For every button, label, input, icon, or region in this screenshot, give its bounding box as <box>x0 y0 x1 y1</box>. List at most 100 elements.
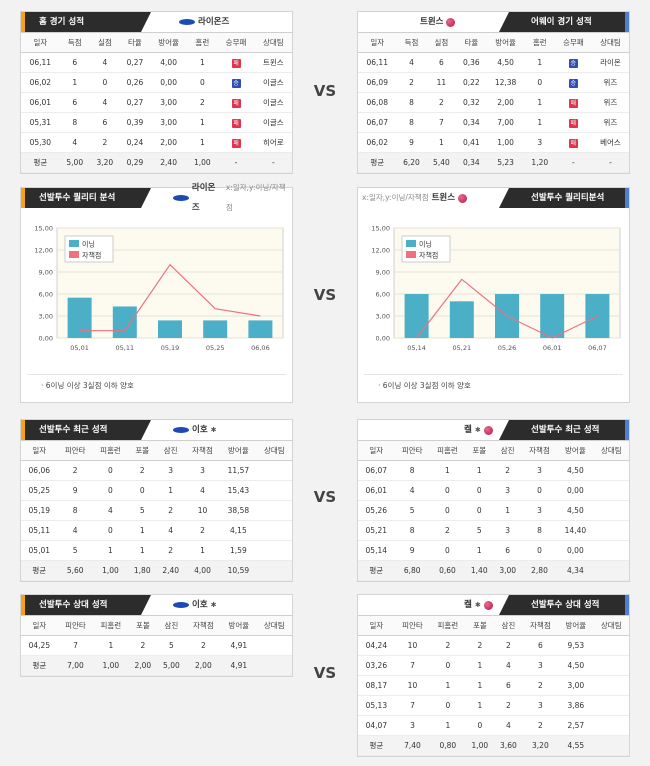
table-row: 06,07 8 7 0,34 7,00 1 패 위즈 <box>358 112 629 133</box>
table-cell <box>593 715 629 736</box>
table-cell: 3 <box>394 715 431 736</box>
average-cell: 3,20 <box>89 152 120 173</box>
pitcher-label: 이호 ✱ <box>173 420 217 440</box>
table-cell <box>593 540 629 561</box>
table-cell: 3 <box>521 460 558 481</box>
average-cell: 5,00 <box>59 152 90 173</box>
table-cell: 2 <box>494 635 523 656</box>
column-header: 피홈런 <box>92 440 129 461</box>
column-header: 타율 <box>119 32 150 53</box>
table-row: 06,11 6 4 0,27 4,00 1 패 트윈스 <box>21 52 292 73</box>
average-cell: 1,40 <box>465 560 494 581</box>
away-pitcher-vs-table: 일자 피안타 피홈런 포볼 삼진 자책점 방어율 상대팀 04,24 10 2 2 2 6 9,53 03,2… <box>358 615 629 756</box>
result-cell: 승 <box>554 72 592 93</box>
table-cell: 06,07 <box>358 460 395 481</box>
bar <box>248 320 273 338</box>
table-cell: 3,00 <box>558 675 594 696</box>
table-cell: 5 <box>465 520 494 541</box>
table-cell: 6 <box>494 675 523 696</box>
table-cell: 4 <box>89 92 120 113</box>
table-cell: 0,27 <box>119 52 150 73</box>
column-header: 일자 <box>21 32 60 53</box>
table-cell: 8 <box>396 112 427 133</box>
y-tick-label: 0,00 <box>39 335 53 343</box>
loss-badge: 패 <box>568 138 578 148</box>
table-cell: 2 <box>184 520 221 541</box>
table-cell: 0 <box>187 72 218 93</box>
team-logo-icon <box>173 602 189 608</box>
table-cell: 0,41 <box>456 132 487 153</box>
average-row: 평균 5,00 3,20 0,29 2,40 1,00- - <box>21 152 292 173</box>
column-header: 일자 <box>358 32 397 53</box>
average-cell: 5,60 <box>57 560 93 581</box>
table-cell: 8 <box>521 520 558 541</box>
table-cell: 0 <box>429 500 466 521</box>
average-cell: - <box>254 152 292 173</box>
table-cell: 0,00 <box>149 72 188 93</box>
table-cell: 2 <box>429 520 466 541</box>
table-cell: 0,32 <box>456 92 487 113</box>
table-cell: 06,11 <box>358 52 397 73</box>
away-quality-panel: x:일자,y:이닝/자책점 트윈스 선발투수 퀄리티분석 0,00 3,00 6,0… <box>357 187 630 403</box>
column-header: 피안타 <box>394 615 431 636</box>
y-tick-label: 12,00 <box>371 247 390 255</box>
vs-label: VS <box>313 286 337 304</box>
column-header: 실점 <box>426 32 457 53</box>
pitcher-name: 켈 <box>464 600 472 610</box>
table-cell <box>593 635 629 656</box>
table-cell: 7 <box>394 695 431 716</box>
table-row: 06,09 2 11 0,22 12,38 0 승 위즈 <box>358 72 629 93</box>
average-cell: 7,40 <box>394 735 431 756</box>
table-cell: 2 <box>522 715 559 736</box>
column-header: 피홈런 <box>93 615 129 636</box>
x-tick-label: 06,07 <box>588 344 607 352</box>
table-cell: 3 <box>184 460 221 481</box>
table-cell: 1 <box>187 52 218 73</box>
table-cell: 6 <box>493 540 522 561</box>
column-header: 타율 <box>456 32 487 53</box>
y-tick-label: 0,00 <box>376 335 390 343</box>
pitcher-name: 켈 <box>464 425 472 435</box>
table-cell: 1 <box>426 132 457 153</box>
table-cell: 1 <box>156 480 185 501</box>
loss-badge: 패 <box>231 138 241 148</box>
table-cell: 10 <box>394 635 431 656</box>
table-row: 06,11 4 6 0,36 4,50 1 승 라이온 <box>358 52 629 73</box>
table-cell: 1 <box>493 500 522 521</box>
result-cell: 승 <box>554 52 592 73</box>
table-cell: 2 <box>156 540 185 561</box>
table-cell: 05,26 <box>358 500 395 521</box>
away-pitcher-recent-panel: 켈 ✱ 선발투수 최근 성적 일자 피안타 피홈런 포볼 삼진 자책점 방어율 상대팀 06,0… <box>357 419 630 582</box>
average-cell: 2,40 <box>156 560 185 581</box>
star-icon: ✱ <box>210 426 217 434</box>
panel-title: 선발투수 상대 성적 <box>499 595 629 615</box>
table-cell: 7 <box>426 112 457 133</box>
table-cell: 8 <box>394 460 430 481</box>
table-cell: 0 <box>521 480 558 501</box>
table-cell <box>256 460 292 481</box>
table-cell: 0 <box>465 715 495 736</box>
average-cell: 평균 <box>21 560 58 581</box>
average-cell: 0,80 <box>430 735 466 756</box>
loss-badge: 패 <box>231 118 241 128</box>
average-cell <box>593 560 629 581</box>
table-cell: 0 <box>430 695 466 716</box>
table-cell: 06,02 <box>21 72 60 93</box>
column-header: 피홈런 <box>429 440 466 461</box>
table-cell: 0 <box>92 460 129 481</box>
average-row: 평균 5,60 1,00 1,80 2,40 4,00 10,59 <box>21 560 292 581</box>
home-quality-panel: 선발투수 퀄리티 분석 라이온즈 x:일자,y:이닝/자책점 0,00 3,00 6… <box>20 183 293 403</box>
table-row: 05,11 4 0 1 4 2 4,15 <box>21 520 292 541</box>
team-label: x:일자,y:이닝/자책점 트윈스 <box>362 188 468 208</box>
bar <box>158 320 182 338</box>
column-header: 피안타 <box>57 440 93 461</box>
axis-note: x:일자,y:이닝/자책점 <box>362 193 429 202</box>
table-cell: 위즈 <box>591 112 629 133</box>
panel-title: 홈 경기 성적 <box>21 12 151 32</box>
table-cell: 1 <box>59 72 90 93</box>
average-cell: - <box>217 152 255 173</box>
table-row: 06,01 6 4 0,27 3,00 2 패 이글스 <box>21 92 292 113</box>
table-cell: 2 <box>426 92 457 113</box>
table-cell <box>256 480 292 501</box>
home-pitcher-recent-panel: 선발투수 최근 성적 이호 ✱ 일자 피안타 피홈런 포볼 삼진 자책점 방어율 상대팀 06,… <box>20 419 293 582</box>
